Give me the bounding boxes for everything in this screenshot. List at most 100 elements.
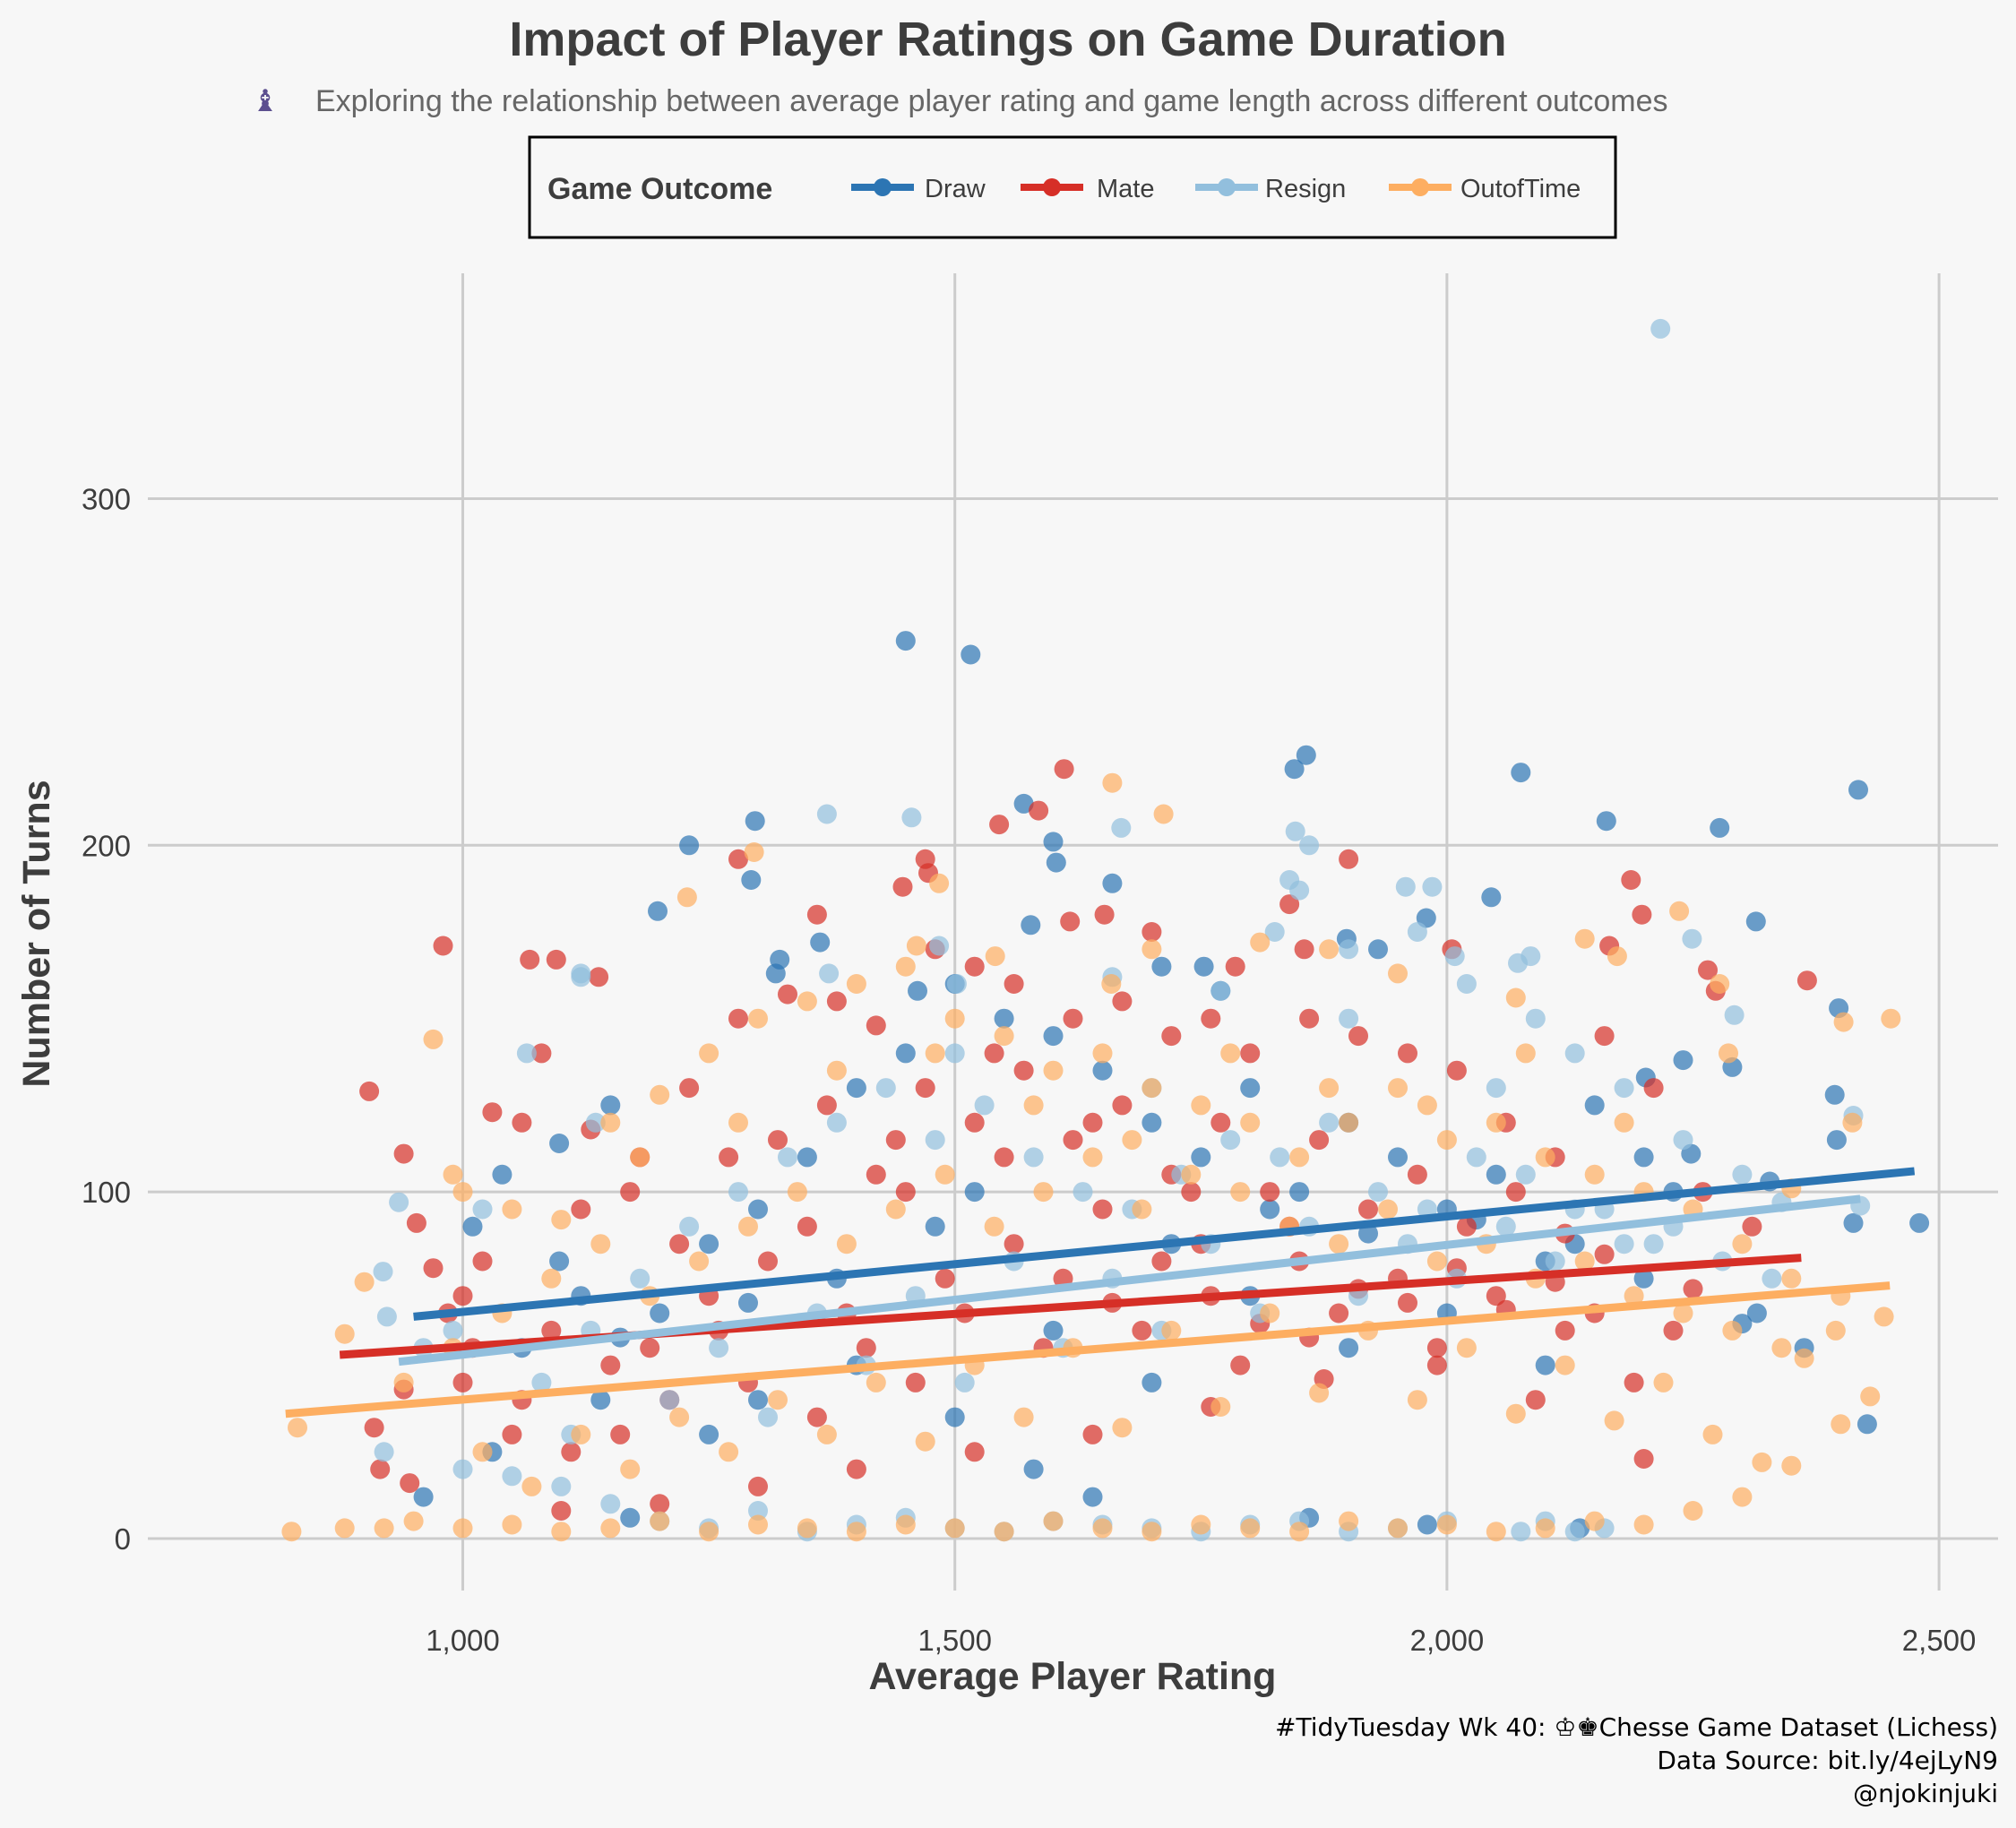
point-outoftime xyxy=(1142,1078,1162,1099)
point-resign xyxy=(1643,1234,1664,1255)
point-mate xyxy=(1094,904,1115,925)
point-mate xyxy=(1279,894,1300,915)
point-mate xyxy=(984,1043,1004,1064)
point-resign xyxy=(1762,1268,1782,1289)
point-mate xyxy=(512,1112,532,1133)
point-mate xyxy=(1151,1251,1172,1272)
point-outoftime xyxy=(1240,1518,1261,1539)
point-resign xyxy=(1299,835,1320,856)
point-mate xyxy=(393,1143,414,1164)
point-mate xyxy=(728,1008,748,1029)
point-draw xyxy=(1092,1060,1113,1081)
point-outoftime xyxy=(1722,1320,1743,1341)
point-mate xyxy=(806,1407,827,1427)
point-outoftime xyxy=(1378,1199,1398,1220)
point-mate xyxy=(1486,1286,1506,1306)
point-outoftime xyxy=(288,1418,307,1438)
point-mate xyxy=(935,1268,955,1289)
point-resign xyxy=(816,804,837,824)
point-outoftime xyxy=(1535,1147,1555,1168)
point-mate xyxy=(1082,1424,1103,1444)
point-mate xyxy=(1505,1182,1526,1203)
point-mate xyxy=(866,1015,886,1036)
point-resign xyxy=(1614,1234,1634,1255)
point-outoftime xyxy=(1122,1130,1142,1151)
point-mate xyxy=(433,936,453,956)
point-outoftime xyxy=(1319,939,1340,960)
point-outoftime xyxy=(551,1210,572,1230)
point-draw xyxy=(1584,1095,1605,1116)
point-outoftime xyxy=(1831,1414,1851,1435)
point-outoftime xyxy=(1388,1518,1408,1539)
caption-line-1: #TidyTuesday Wk 40: ♔♚Chesse Game Datase… xyxy=(1275,1712,1998,1742)
point-outoftime xyxy=(925,1043,945,1064)
point-draw xyxy=(1368,939,1388,960)
point-outoftime xyxy=(1240,1112,1261,1133)
point-outoftime xyxy=(1732,1234,1753,1255)
point-resign xyxy=(531,1372,552,1393)
point-outoftime xyxy=(738,1216,758,1237)
point-outoftime xyxy=(984,1216,1004,1237)
point-outoftime xyxy=(728,1112,748,1133)
point-resign xyxy=(974,1095,995,1116)
point-outoftime xyxy=(1607,946,1627,967)
point-outoftime xyxy=(994,1026,1014,1047)
point-outoftime xyxy=(1101,974,1122,994)
point-outoftime xyxy=(699,1043,719,1064)
point-draw xyxy=(908,980,927,1001)
point-draw xyxy=(1082,1487,1103,1507)
point-mate xyxy=(423,1258,444,1279)
point-outoftime xyxy=(650,1511,670,1531)
point-draw xyxy=(741,870,762,890)
point-outoftime xyxy=(472,1442,493,1462)
point-draw xyxy=(1339,1338,1359,1358)
point-draw xyxy=(1142,1372,1162,1393)
point-mate xyxy=(1624,1372,1644,1393)
point-mate xyxy=(895,1182,916,1203)
point-draw xyxy=(1151,956,1172,977)
point-draw xyxy=(1417,1514,1437,1535)
point-mate xyxy=(1456,1216,1477,1237)
point-mate xyxy=(452,1372,473,1393)
y-tick-label: 100 xyxy=(82,1176,131,1209)
point-draw xyxy=(810,932,831,953)
point-outoftime xyxy=(1669,901,1690,921)
point-draw xyxy=(1023,1459,1044,1479)
point-outoftime xyxy=(1505,987,1526,1008)
point-resign xyxy=(728,1182,748,1203)
point-outoftime xyxy=(1781,1268,1802,1289)
point-mate xyxy=(1054,759,1074,780)
point-outoftime xyxy=(1289,1147,1310,1168)
point-draw xyxy=(1633,1147,1654,1168)
point-draw xyxy=(1673,1050,1693,1071)
point-mate xyxy=(1407,1164,1427,1185)
point-outoftime xyxy=(1339,1112,1359,1133)
point-outoftime xyxy=(1624,1286,1644,1306)
point-outoftime xyxy=(1702,1424,1723,1444)
point-resign xyxy=(1422,876,1443,897)
point-outoftime xyxy=(423,1029,444,1049)
point-resign xyxy=(778,1147,797,1168)
point-draw xyxy=(600,1095,621,1116)
caption-line-3: @njokinjuki xyxy=(1853,1779,1998,1808)
point-draw xyxy=(1388,1147,1408,1168)
point-resign xyxy=(452,1459,473,1479)
point-draw xyxy=(1191,1147,1211,1168)
point-mate xyxy=(758,1251,778,1272)
point-resign xyxy=(679,1216,700,1237)
point-draw xyxy=(1289,1182,1310,1203)
point-mate xyxy=(1594,1244,1615,1264)
point-mate xyxy=(400,1473,420,1494)
point-mate xyxy=(1240,1043,1261,1064)
point-outoftime xyxy=(1142,939,1162,960)
chart-subtitle: Exploring the relationship between avera… xyxy=(315,84,1668,118)
point-mate xyxy=(719,1147,739,1168)
point-mate xyxy=(406,1212,426,1233)
point-resign xyxy=(1564,1043,1585,1064)
point-draw xyxy=(1909,1212,1930,1233)
point-mate xyxy=(1742,1216,1762,1237)
point-mate xyxy=(778,984,797,1005)
point-mate xyxy=(1161,1026,1182,1047)
point-mate xyxy=(1294,939,1314,960)
point-resign xyxy=(1407,922,1427,942)
